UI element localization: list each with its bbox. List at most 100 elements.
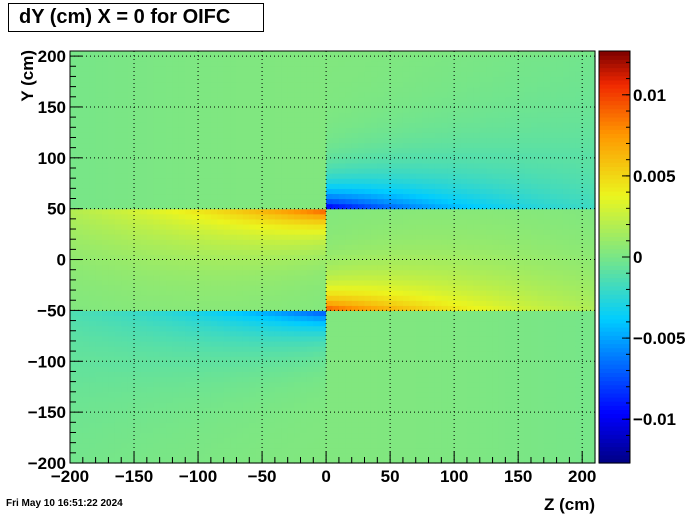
heatmap-cell — [287, 356, 295, 362]
heatmap-cell — [95, 239, 103, 245]
heatmap-cell — [159, 218, 167, 225]
heatmap-cell — [422, 300, 430, 306]
heatmap-cell — [204, 91, 212, 98]
heatmap-cell — [76, 452, 84, 459]
heatmap-cell — [306, 203, 314, 210]
heatmap-cell — [89, 361, 97, 367]
heatmap-cell — [108, 452, 116, 459]
heatmap-cell — [402, 447, 410, 454]
heatmap-cell — [89, 101, 97, 108]
heatmap-cell — [358, 66, 366, 72]
heatmap-cell — [338, 381, 346, 388]
heatmap-cell — [89, 213, 97, 220]
heatmap-cell — [255, 259, 263, 266]
heatmap-cell — [242, 254, 250, 261]
heatmap-cell — [306, 284, 314, 291]
heatmap-cell — [338, 432, 346, 439]
heatmap-cell — [70, 203, 78, 210]
heatmap-cell — [409, 412, 417, 418]
heatmap-cell — [102, 132, 110, 139]
heatmap-cell — [409, 295, 417, 301]
heatmap-cell — [230, 157, 238, 164]
heatmap-cell — [326, 386, 334, 393]
heatmap-cell — [262, 213, 270, 220]
heatmap-cell — [140, 290, 148, 296]
heatmap-cell — [383, 274, 391, 281]
heatmap-cell — [82, 56, 90, 62]
heatmap-cell — [454, 178, 462, 184]
heatmap-cell — [281, 447, 289, 454]
heatmap-cell — [178, 346, 186, 352]
heatmap-cell — [319, 127, 327, 133]
heatmap-cell — [447, 401, 455, 408]
heatmap-cell — [402, 117, 410, 123]
heatmap-cell — [204, 51, 212, 57]
heatmap-cell — [210, 356, 218, 362]
heatmap-cell — [364, 66, 372, 72]
heatmap-cell — [300, 295, 308, 301]
heatmap-cell — [127, 447, 135, 454]
heatmap-cell — [422, 122, 430, 128]
heatmap-cell — [178, 391, 186, 398]
heatmap-cell — [460, 213, 468, 220]
heatmap-cell — [249, 330, 257, 337]
heatmap-cell — [377, 351, 385, 357]
heatmap-cell — [242, 137, 250, 144]
heatmap-cell — [326, 157, 334, 164]
heatmap-cell — [326, 51, 334, 57]
heatmap-cell — [358, 310, 366, 317]
heatmap-cell — [172, 356, 180, 362]
heatmap-cell — [236, 396, 244, 403]
heatmap-cell — [76, 239, 84, 245]
heatmap-cell — [76, 371, 84, 378]
heatmap-cell — [159, 127, 167, 133]
heatmap-cell — [121, 300, 129, 306]
heatmap-cell — [255, 254, 263, 261]
heatmap-cell — [223, 86, 231, 93]
heatmap-cell — [313, 457, 321, 464]
heatmap-cell — [127, 432, 135, 439]
heatmap-cell — [198, 61, 206, 67]
heatmap-cell — [294, 193, 302, 200]
heatmap-cell — [236, 269, 244, 276]
heatmap-cell — [121, 325, 129, 332]
heatmap-cell — [178, 178, 186, 184]
heatmap-cell — [217, 81, 225, 88]
heatmap-cell — [434, 142, 442, 149]
heatmap-cell — [319, 66, 327, 72]
heatmap-cell — [140, 432, 148, 439]
heatmap-cell — [345, 346, 353, 352]
heatmap-cell — [210, 162, 218, 169]
heatmap-cell — [140, 142, 148, 149]
heatmap-cell — [364, 295, 372, 301]
heatmap-cell — [108, 71, 116, 78]
heatmap-cell — [415, 340, 423, 347]
heatmap-cell — [409, 198, 417, 205]
heatmap-cell — [134, 239, 142, 245]
heatmap-cell — [249, 396, 257, 403]
heatmap-cell — [121, 147, 129, 154]
heatmap-cell — [319, 178, 327, 184]
heatmap-cell — [127, 91, 135, 98]
heatmap-cell — [255, 234, 263, 240]
heatmap-cell — [370, 386, 378, 393]
heatmap-cell — [262, 315, 270, 322]
heatmap-cell — [153, 239, 161, 245]
heatmap-cell — [127, 112, 135, 118]
heatmap-cell — [287, 86, 295, 93]
heatmap-cell — [338, 142, 346, 149]
heatmap-cell — [300, 325, 308, 332]
heatmap-cell — [390, 335, 398, 342]
heatmap-cell — [294, 274, 302, 281]
heatmap-cell — [82, 96, 90, 103]
heatmap-cell — [242, 366, 250, 373]
heatmap-cell — [204, 198, 212, 205]
heatmap-cell — [409, 167, 417, 174]
heatmap-cell — [294, 407, 302, 413]
heatmap-cell — [178, 437, 186, 444]
heatmap-cell — [332, 178, 340, 184]
heatmap-cell — [306, 346, 314, 352]
heatmap-cell — [383, 193, 391, 200]
heatmap-cell — [223, 71, 231, 78]
heatmap-cell — [281, 269, 289, 276]
